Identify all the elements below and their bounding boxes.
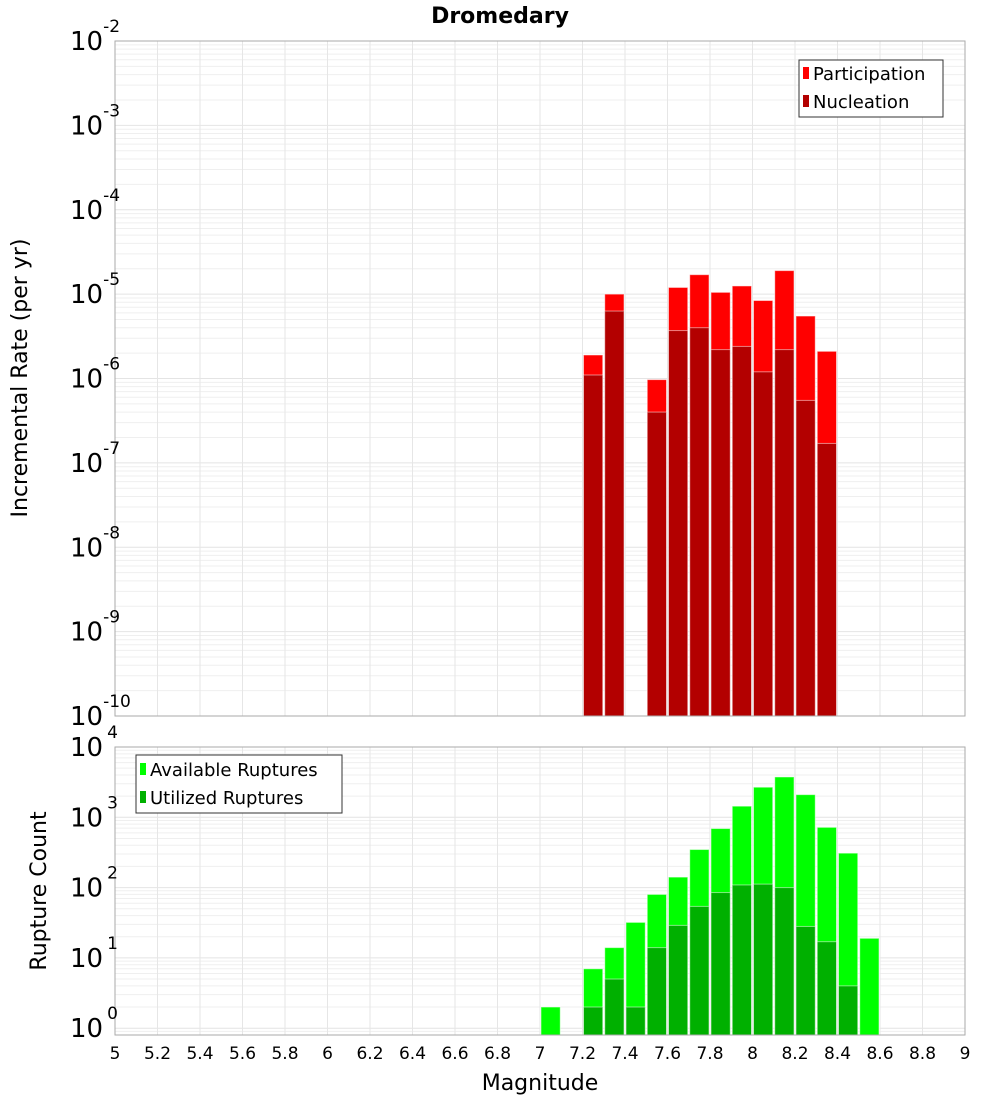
x-tick-label: 7 — [535, 1044, 546, 1064]
x-tick-label: 6.8 — [484, 1044, 511, 1064]
bar-utilized-ruptures — [583, 1006, 604, 1036]
x-tick-label: 6 — [322, 1044, 333, 1064]
bar-nucleation — [646, 411, 667, 717]
bar-nucleation — [710, 349, 731, 717]
legend-label-utilized: Utilized Ruptures — [150, 788, 303, 809]
bar-nucleation — [774, 349, 795, 717]
y-tick-label: 10-6 — [70, 355, 120, 395]
bottom-y-axis-label: Rupture Count — [27, 811, 52, 971]
bar-utilized-ruptures — [668, 924, 689, 1036]
legend-label-participation: Participation — [813, 64, 925, 85]
y-tick-label: 10 1 — [70, 934, 118, 974]
x-tick-label: 5.8 — [271, 1044, 298, 1064]
bar-available-ruptures — [859, 937, 880, 1036]
x-tick-label: 7.4 — [611, 1044, 638, 1064]
x-tick-label: 5.6 — [229, 1044, 256, 1064]
bar-nucleation — [816, 442, 837, 717]
y-tick-label: 10 4 — [70, 723, 118, 763]
bar-utilized-ruptures — [838, 985, 859, 1036]
bar-nucleation — [604, 310, 625, 717]
y-tick-label: 10 0 — [70, 1004, 118, 1044]
x-tick-label: 6.4 — [399, 1044, 426, 1064]
top-legend: Participation Nucleation — [798, 59, 944, 118]
bar-utilized-ruptures — [774, 887, 795, 1036]
y-tick-label: 10-10 — [70, 692, 131, 732]
x-tick-label: 5.4 — [186, 1044, 213, 1064]
bar-nucleation — [689, 327, 710, 717]
bar-nucleation — [583, 374, 604, 717]
x-tick-label: 5 — [110, 1044, 121, 1064]
bottom-legend: Available Ruptures Utilized Ruptures — [135, 754, 343, 814]
x-tick-label: 5.2 — [144, 1044, 171, 1064]
bar-nucleation — [795, 399, 816, 717]
y-tick-label: 10-7 — [70, 439, 120, 479]
legend-swatch-available — [140, 763, 146, 775]
x-tick-label: 7.8 — [696, 1044, 723, 1064]
bar-nucleation — [731, 345, 752, 717]
y-tick-label: 10-8 — [70, 523, 120, 563]
y-tick-label: 10-9 — [70, 608, 120, 648]
x-axis-label: Magnitude — [482, 1071, 599, 1096]
x-tick-label: 8.8 — [909, 1044, 936, 1064]
bar-utilized-ruptures — [689, 905, 710, 1036]
plot-border — [114, 40, 966, 717]
bar-utilized-ruptures — [625, 1006, 646, 1036]
chart-title: Dromedary — [431, 4, 569, 29]
legend-swatch-utilized — [140, 791, 146, 803]
bar-utilized-ruptures — [710, 892, 731, 1036]
plot-border — [114, 746, 966, 1036]
y-tick-label: 10-4 — [70, 186, 120, 226]
x-tick-label: 9 — [960, 1044, 971, 1064]
legend-label-available: Available Ruptures — [150, 760, 318, 781]
bar-utilized-ruptures — [731, 884, 752, 1036]
x-tick-label: 6.6 — [441, 1044, 468, 1064]
y-tick-label: 10-2 — [70, 17, 120, 57]
bar-available-ruptures — [540, 1006, 561, 1036]
top-y-axis-label: Incremental Rate (per yr) — [8, 239, 33, 518]
bar-utilized-ruptures — [795, 925, 816, 1036]
legend-swatch-nucleation — [803, 95, 809, 107]
legend-label-nucleation: Nucleation — [813, 92, 909, 113]
y-tick-label: 10 3 — [70, 793, 118, 833]
x-tick-label: 6.2 — [356, 1044, 383, 1064]
y-tick-label: 10 2 — [70, 864, 118, 904]
x-tick-label: 8.4 — [824, 1044, 851, 1064]
top-plot: 10-10 10-9 10-8 10-7 10-6 10-5 10-4 10-3 10-2 — [70, 17, 966, 732]
x-tick-label: 7.2 — [569, 1044, 596, 1064]
bar-nucleation — [753, 371, 774, 717]
x-tick-label: 7.6 — [654, 1044, 681, 1064]
y-tick-label: 10-3 — [70, 101, 120, 141]
x-tick-label: 8 — [747, 1044, 758, 1064]
bar-nucleation — [668, 330, 689, 717]
x-tick-label: 8.6 — [866, 1044, 893, 1064]
bar-utilized-ruptures — [753, 883, 774, 1036]
legend-swatch-participation — [803, 67, 809, 79]
y-tick-label: 10-5 — [70, 270, 120, 310]
bar-utilized-ruptures — [816, 941, 837, 1036]
x-tick-label: 8.2 — [781, 1044, 808, 1064]
bar-utilized-ruptures — [646, 947, 667, 1036]
x-tick-labels: 5 5.2 5.4 5.6 5.8 6 6.2 6.4 6.6 6.8 7 7.2 7.4 7.6 7.8 8… — [110, 1044, 971, 1064]
bar-utilized-ruptures — [604, 978, 625, 1036]
